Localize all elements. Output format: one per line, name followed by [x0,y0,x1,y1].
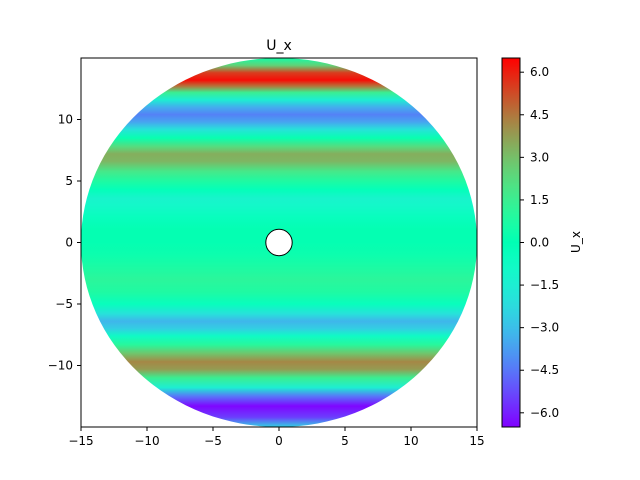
x-tick-label: 0 [275,434,283,448]
y-tick-label: 0 [65,236,73,250]
x-tick-label: 10 [403,434,418,448]
obstacle-circle [265,228,293,257]
y-axis: −10 −5 0 5 10 [48,113,81,373]
plot-area [80,57,478,428]
x-tick-label: 15 [469,434,484,448]
colorbar-tick-label: 1.5 [530,193,549,207]
colorbar-tick-label: 0.0 [530,236,549,250]
colorbar: −6.0 −4.5 −3.0 −1.5 0.0 1.5 3.0 4.5 6.0 U_x [501,57,583,428]
chart-title: U_x [266,38,292,54]
y-tick-label: −5 [55,297,73,311]
x-tick-label: −5 [204,434,222,448]
colorbar-tick-label: −1.5 [530,278,559,292]
x-tick-label: 5 [341,434,349,448]
y-tick-label: −10 [48,359,73,373]
x-tick-label: −15 [68,434,93,448]
colorbar-ticks: −6.0 −4.5 −3.0 −1.5 0.0 1.5 3.0 4.5 6.0 [520,65,559,420]
colorbar-tick-label: −3.0 [530,321,559,335]
colorbar-tick-label: 4.5 [530,108,549,122]
y-tick-label: 5 [65,174,73,188]
colorbar-label: U_x [569,231,583,253]
x-axis: −15 −10 −5 0 5 10 15 [68,427,485,448]
x-tick-label: −10 [134,434,159,448]
colorbar-tick-label: 6.0 [530,65,549,79]
colorbar-tick-label: −4.5 [530,363,559,377]
colorbar-gradient [501,57,521,428]
colorbar-tick-label: 3.0 [530,150,549,164]
y-tick-label: 10 [58,113,73,127]
colorbar-tick-label: −6.0 [530,406,559,420]
